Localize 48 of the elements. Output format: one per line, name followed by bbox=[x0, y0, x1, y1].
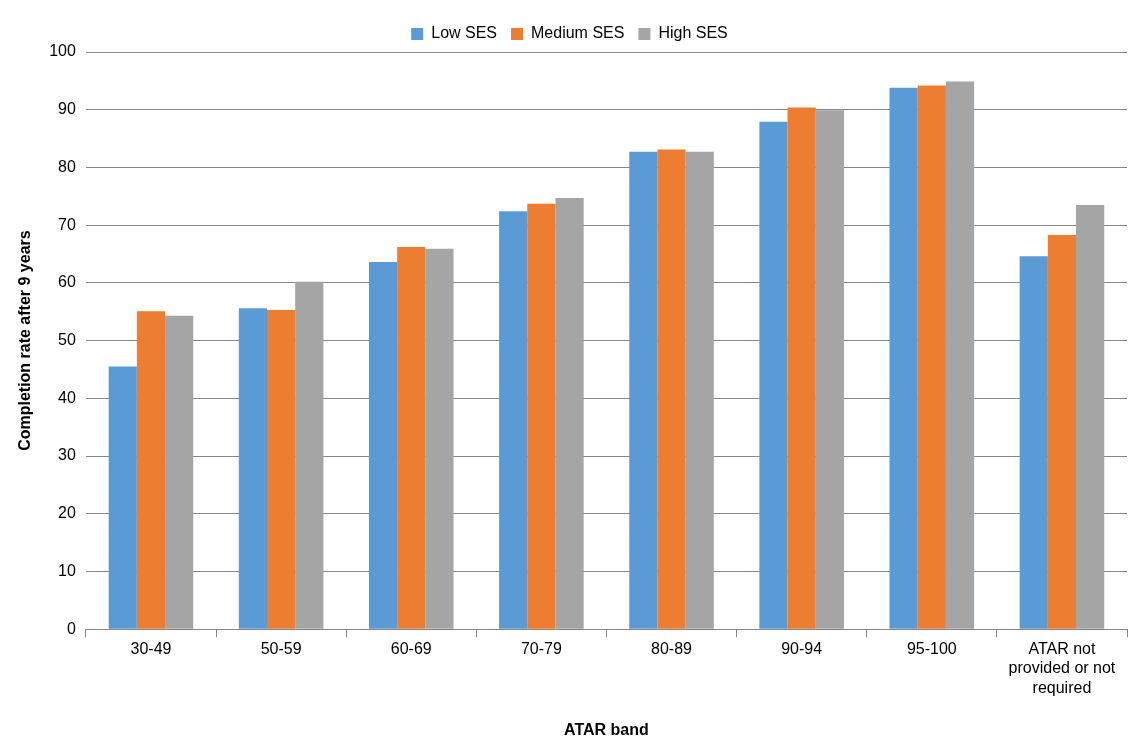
bar bbox=[238, 308, 267, 629]
x-tick-label: 80-89 bbox=[651, 640, 693, 658]
legend-label: Low SES bbox=[431, 24, 498, 42]
x-tick-label: ATAR not provided or not required bbox=[1008, 640, 1116, 696]
bar bbox=[889, 87, 918, 629]
bar bbox=[555, 198, 584, 629]
bar bbox=[1047, 234, 1077, 629]
bar bbox=[397, 247, 426, 629]
bar bbox=[368, 262, 398, 629]
bar bbox=[759, 121, 788, 629]
legend-label: High SES bbox=[658, 24, 728, 42]
bar bbox=[499, 211, 528, 629]
bar bbox=[685, 151, 714, 629]
bar bbox=[917, 85, 946, 629]
x-tick-label: 50-59 bbox=[260, 640, 302, 658]
y-axis-title: Completion rate after 9 years bbox=[16, 230, 34, 451]
y-tick-label: 20 bbox=[58, 504, 76, 522]
x-axis-title: ATAR band bbox=[564, 720, 649, 738]
y-tick-label: 50 bbox=[58, 331, 76, 349]
bar bbox=[815, 110, 844, 629]
y-tick-label: 0 bbox=[66, 619, 76, 637]
x-tick-label: 95-100 bbox=[906, 640, 957, 658]
y-tick-label: 10 bbox=[58, 561, 76, 579]
bar bbox=[295, 281, 324, 629]
bar bbox=[136, 311, 166, 629]
x-tick-label: 60-69 bbox=[390, 640, 432, 658]
bar bbox=[527, 203, 556, 629]
x-tick-label: 30-49 bbox=[130, 640, 172, 658]
bar bbox=[425, 248, 454, 629]
bar bbox=[108, 366, 137, 629]
bar bbox=[945, 81, 975, 629]
y-tick-label: 100 bbox=[49, 42, 76, 60]
x-tick-label: 70-79 bbox=[520, 640, 562, 658]
bar bbox=[787, 107, 816, 629]
bar bbox=[629, 151, 658, 629]
bar bbox=[1076, 204, 1105, 629]
bar bbox=[1019, 256, 1048, 629]
y-tick-label: 30 bbox=[58, 446, 76, 464]
y-tick-label: 40 bbox=[58, 388, 76, 406]
bar bbox=[657, 149, 686, 629]
y-tick-label: 60 bbox=[58, 273, 76, 291]
y-tick-label: 80 bbox=[58, 157, 76, 175]
y-tick-label: 90 bbox=[58, 100, 76, 118]
x-tick-label: 90-94 bbox=[781, 640, 823, 658]
bar bbox=[267, 310, 296, 629]
y-tick-label: 70 bbox=[58, 215, 76, 233]
bar bbox=[165, 315, 194, 629]
legend-label: Medium SES bbox=[531, 24, 625, 42]
